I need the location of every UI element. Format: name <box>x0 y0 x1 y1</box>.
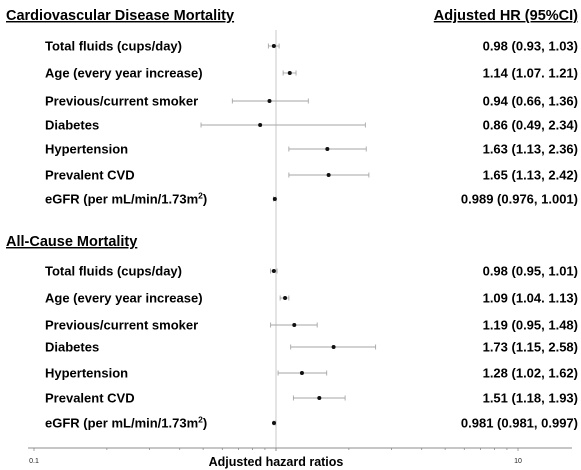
row-label: eGFR (per mL/min/1.73m2) <box>45 191 207 207</box>
row-label: Total fluids (cups/day) <box>45 39 182 54</box>
hr-value-text: 1.63 (1.13, 2.36) <box>483 142 578 157</box>
row-label: Age (every year increase) <box>45 66 203 81</box>
row-label: Total fluids (cups/day) <box>45 264 182 279</box>
hr-value-text: 0.98 (0.93, 1.03) <box>483 39 578 54</box>
row-label: Age (every year increase) <box>45 291 203 306</box>
hr-point <box>299 371 304 375</box>
hr-value-text: 1.65 (1.13, 2.42) <box>483 168 578 183</box>
hr-point <box>331 345 336 349</box>
hr-point <box>325 147 330 151</box>
hr-point <box>326 173 331 177</box>
x-axis-label: Adjusted hazard ratios <box>209 455 344 469</box>
hr-point <box>271 269 276 273</box>
hr-value-text: 1.19 (0.95, 1.48) <box>483 318 578 333</box>
hr-value-text: 1.73 (1.15, 2.58) <box>483 340 578 355</box>
group-title: Cardiovascular Disease Mortality <box>6 8 234 24</box>
hr-point <box>271 44 276 48</box>
x-tick-label: 10 <box>514 458 522 465</box>
hr-point <box>283 296 288 300</box>
group-title: All-Cause Mortality <box>6 234 137 250</box>
hr-value-text: 1.28 (1.02, 1.62) <box>483 366 578 381</box>
hr-value-text: 0.86 (0.49, 2.34) <box>483 118 578 133</box>
hr-value-text: 1.51 (1.18, 1.93) <box>483 391 578 406</box>
row-label: Diabetes <box>45 118 99 133</box>
row-label: Hypertension <box>45 142 128 157</box>
row-label: Prevalent CVD <box>45 168 135 183</box>
hr-point <box>317 396 322 400</box>
hr-value-text: 0.989 (0.976, 1.001) <box>461 192 578 207</box>
row-label: Prevalent CVD <box>45 391 135 406</box>
x-tick-label: 0.1 <box>29 458 39 465</box>
hr-point <box>287 71 292 75</box>
hr-point <box>258 123 263 127</box>
row-label: Previous/current smoker <box>45 94 198 109</box>
row-label: Diabetes <box>45 340 99 355</box>
row-label: Previous/current smoker <box>45 318 198 333</box>
hr-point <box>272 197 277 201</box>
hr-value-text: 0.98 (0.95, 1.01) <box>483 264 578 279</box>
row-label: eGFR (per mL/min/1.73m2) <box>45 415 207 431</box>
row-label: Hypertension <box>45 366 128 381</box>
hr-column-header: Adjusted HR (95%CI) <box>434 8 578 24</box>
hr-point <box>292 323 297 327</box>
hr-point <box>271 421 276 425</box>
hr-value-text: 1.09 (1.04. 1.13) <box>483 291 578 306</box>
hr-value-text: 0.94 (0.66, 1.36) <box>483 94 578 109</box>
hr-value-text: 1.14 (1.07. 1.21) <box>483 66 578 81</box>
hr-point <box>267 99 272 103</box>
hr-value-text: 0.981 (0.981, 0.997) <box>461 416 578 431</box>
